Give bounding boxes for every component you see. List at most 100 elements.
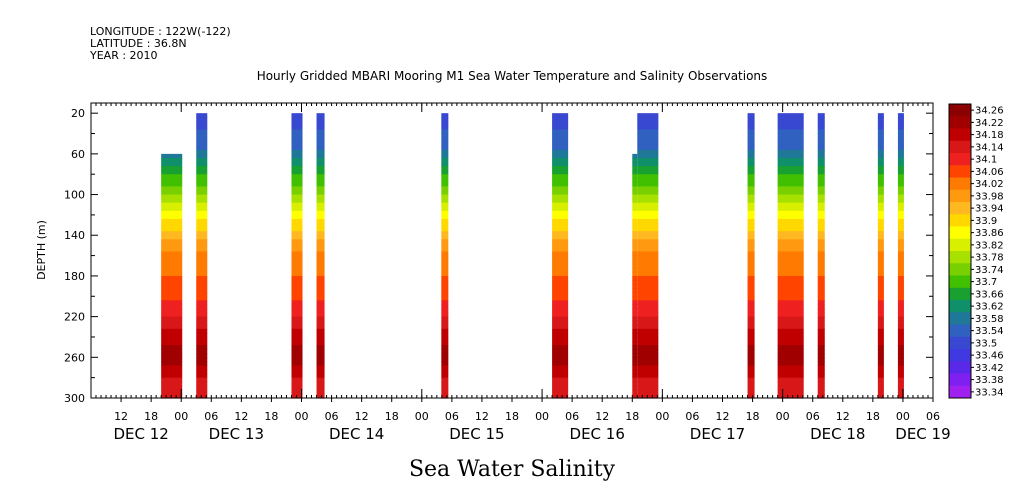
heatmap-cell bbox=[877, 389, 884, 395]
heatmap-cell bbox=[817, 149, 825, 155]
heatmap-cell bbox=[877, 198, 884, 204]
heatmap-cell bbox=[161, 280, 183, 285]
heatmap-cell bbox=[441, 345, 449, 350]
heatmap-cell bbox=[877, 210, 884, 216]
heatmap-cell bbox=[441, 271, 449, 277]
heatmap-cell bbox=[817, 210, 825, 216]
heatmap-cell bbox=[897, 308, 904, 314]
x-date-label: DEC 16 bbox=[570, 425, 625, 443]
heatmap-cell bbox=[877, 349, 884, 354]
heatmap-cell bbox=[777, 247, 804, 253]
heatmap-cell bbox=[747, 300, 755, 306]
heatmap-cell bbox=[552, 125, 569, 131]
heatmap-cell bbox=[441, 389, 449, 395]
x-tick-label: 18 bbox=[866, 410, 880, 423]
x-tick-label: 18 bbox=[144, 410, 158, 423]
heatmap-cell bbox=[877, 166, 884, 171]
heatmap-cell bbox=[196, 137, 208, 143]
heatmap-cell bbox=[161, 365, 183, 371]
heatmap-cell bbox=[552, 174, 569, 179]
heatmap-cell bbox=[552, 190, 569, 196]
heatmap-cell bbox=[316, 341, 325, 346]
heatmap-cell bbox=[817, 141, 825, 147]
heatmap-cell bbox=[747, 178, 755, 183]
heatmap-cell bbox=[316, 275, 325, 281]
heatmap-cell bbox=[632, 210, 638, 216]
heatmap-cell bbox=[877, 178, 884, 183]
heatmap-cell bbox=[777, 284, 804, 289]
x-tick-label: 06 bbox=[445, 410, 459, 423]
heatmap-cell bbox=[877, 162, 884, 167]
heatmap-cell bbox=[877, 186, 884, 192]
heatmap-cell bbox=[441, 206, 449, 212]
heatmap-cell bbox=[637, 336, 659, 342]
heatmap-cell bbox=[291, 178, 303, 183]
heatmap-cell bbox=[637, 312, 659, 318]
heatmap-cell bbox=[161, 251, 183, 257]
heatmap-cell bbox=[632, 365, 638, 371]
heatmap-cell bbox=[897, 393, 904, 399]
heatmap-cell bbox=[161, 377, 183, 383]
heatmap-cell bbox=[196, 251, 208, 257]
colorbar-swatch bbox=[949, 287, 971, 301]
heatmap-cell bbox=[817, 202, 825, 208]
heatmap-cell bbox=[747, 162, 755, 167]
heatmap-cell bbox=[632, 357, 638, 362]
heatmap-cell bbox=[897, 194, 904, 200]
heatmap-cell bbox=[316, 227, 325, 232]
heatmap-cell bbox=[632, 243, 638, 249]
heatmap-cell bbox=[161, 198, 183, 204]
x-tick-label: 00 bbox=[174, 410, 188, 423]
heatmap-cell bbox=[632, 280, 638, 285]
heatmap-cell bbox=[877, 267, 884, 273]
heatmap-cell bbox=[817, 133, 825, 139]
heatmap-cell bbox=[637, 296, 659, 301]
heatmap-cell bbox=[441, 361, 449, 367]
heatmap-cell bbox=[877, 296, 884, 301]
colorbar-swatch bbox=[949, 324, 971, 338]
heatmap-cell bbox=[316, 280, 325, 285]
heatmap-cell bbox=[196, 353, 208, 358]
heatmap-cell bbox=[877, 300, 884, 306]
heatmap-cell bbox=[161, 202, 183, 208]
colorbar-label: 33.34 bbox=[975, 387, 1004, 398]
heatmap-cell bbox=[552, 365, 569, 371]
colorbar-swatch bbox=[949, 116, 971, 129]
heatmap-cell bbox=[637, 328, 659, 334]
heatmap-cell bbox=[196, 280, 208, 285]
heatmap-cell bbox=[632, 324, 638, 330]
heatmap-cell bbox=[747, 125, 755, 131]
heatmap-cell bbox=[897, 341, 904, 346]
heatmap-cell bbox=[877, 316, 884, 322]
chart-title: Hourly Gridded MBARI Mooring M1 Sea Wate… bbox=[257, 69, 768, 83]
colorbar-swatch bbox=[949, 275, 971, 289]
x-date-label: DEC 12 bbox=[113, 425, 168, 443]
heatmap-cell bbox=[777, 206, 804, 212]
heatmap-cell bbox=[637, 145, 659, 151]
heatmap-cell bbox=[637, 263, 659, 269]
heatmap-cell bbox=[161, 332, 183, 338]
data-column bbox=[291, 113, 303, 399]
heatmap-cell bbox=[747, 243, 755, 249]
heatmap-cell bbox=[552, 113, 569, 118]
heatmap-cell bbox=[632, 385, 638, 391]
heatmap-cell bbox=[747, 133, 755, 139]
heatmap-cell bbox=[747, 308, 755, 314]
heatmap-cell bbox=[637, 251, 659, 257]
heatmap-cell bbox=[817, 231, 825, 236]
heatmap-cell bbox=[817, 369, 825, 375]
heatmap-cell bbox=[161, 170, 183, 175]
colorbar-swatch bbox=[949, 238, 971, 252]
heatmap-cell bbox=[817, 361, 825, 367]
heatmap-cell bbox=[161, 336, 183, 342]
heatmap-cell bbox=[632, 247, 638, 253]
heatmap-cell bbox=[632, 353, 638, 358]
heatmap-cell bbox=[552, 369, 569, 375]
heatmap-cell bbox=[817, 113, 825, 118]
heatmap-cell bbox=[632, 275, 638, 281]
colorbar-label: 33.42 bbox=[975, 363, 1004, 374]
heatmap-cell bbox=[637, 166, 659, 171]
heatmap-cell bbox=[777, 239, 804, 244]
heatmap-cell bbox=[637, 369, 659, 375]
heatmap-cell bbox=[637, 255, 659, 261]
